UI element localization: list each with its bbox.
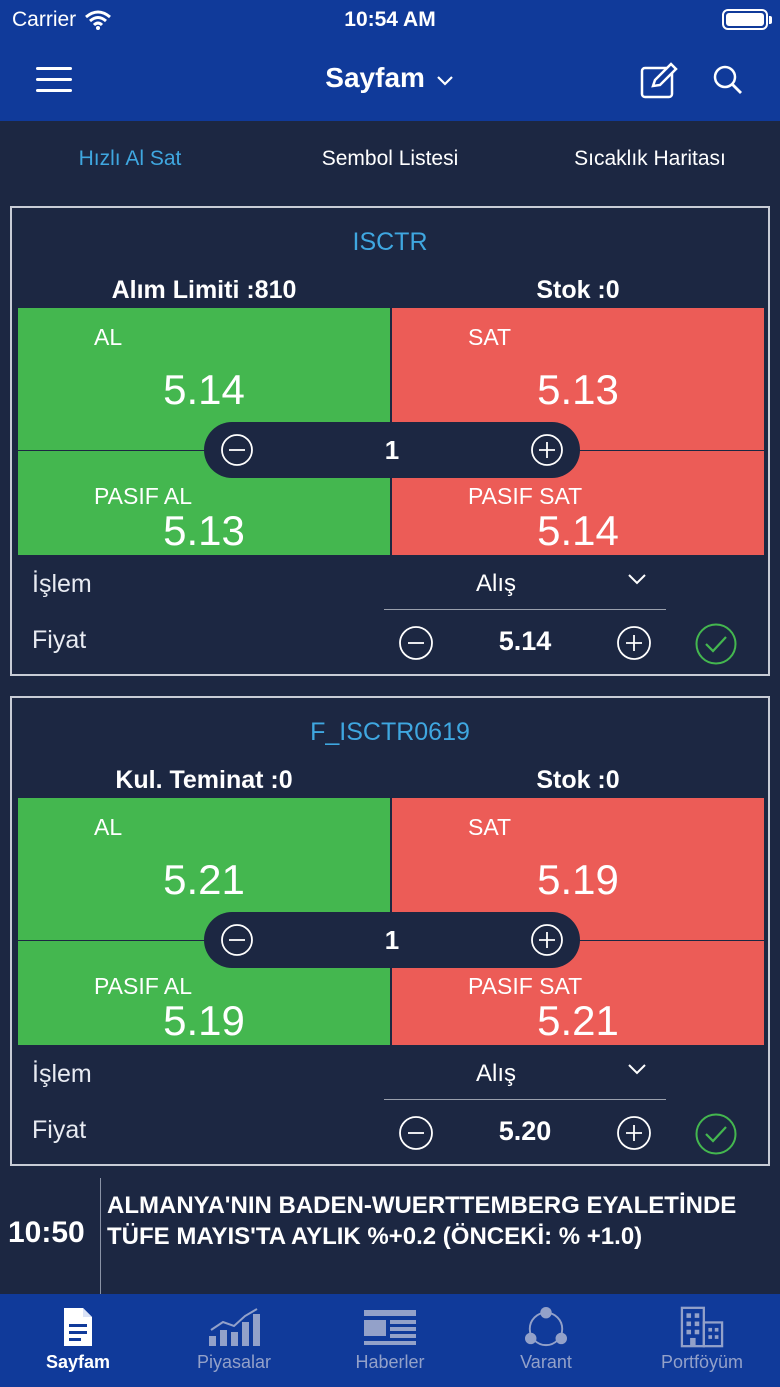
stock-label: Stok :0 xyxy=(536,276,620,304)
tab-sembol-listesi[interactable]: Sembol Listesi xyxy=(321,147,459,170)
collateral-label: Kul. Teminat :0 xyxy=(115,766,293,794)
newspaper-icon xyxy=(364,1310,416,1345)
bar-chart-icon xyxy=(209,1308,260,1346)
al-label: AL xyxy=(94,814,123,840)
islem-row: İşlem Alış xyxy=(12,1048,768,1102)
quantity-value[interactable]: 1 xyxy=(384,435,400,465)
fiyat-row: Fiyat 5.20 xyxy=(12,1104,768,1158)
bottom-tab-bar: Sayfam Piyasalar Haberler Va xyxy=(0,1294,780,1387)
minus-circle-icon[interactable] xyxy=(220,923,254,957)
sat-button[interactable]: SAT 5.13 xyxy=(392,308,764,450)
battery-icon xyxy=(722,9,772,30)
network-icon xyxy=(525,1306,567,1347)
tabbar-item-haberler[interactable]: Haberler xyxy=(312,1294,468,1387)
hamburger-menu-icon[interactable] xyxy=(36,67,72,93)
tabbar-item-varant[interactable]: Varant xyxy=(468,1294,624,1387)
tabbar-item-sayfam[interactable]: Sayfam xyxy=(0,1294,156,1387)
tabbar-label: Haberler xyxy=(355,1352,425,1372)
fiyat-label: Fiyat xyxy=(32,1116,87,1144)
tabbar-label: Sayfam xyxy=(45,1352,111,1372)
pasif-sat-label: PASIF SAT xyxy=(468,973,583,999)
pasif-al-label: PASIF AL xyxy=(94,483,193,509)
pasif-sat-price: 5.21 xyxy=(537,997,619,1044)
buildings-icon xyxy=(680,1306,724,1348)
pasif-sat-price: 5.14 xyxy=(537,507,619,554)
minus-circle-icon[interactable] xyxy=(398,1115,434,1151)
minus-circle-icon[interactable] xyxy=(220,433,254,467)
search-icon[interactable] xyxy=(712,64,744,96)
news-divider xyxy=(100,1178,101,1294)
chevron-down-icon xyxy=(436,75,453,86)
news-time: 10:50 xyxy=(8,1216,85,1249)
order-grid: AL 5.14 SAT 5.13 PASIF AL 5.13 PASIF SAT… xyxy=(18,308,764,555)
news-headline: ALMANYA'NIN BADEN-WUERTTEMBERG EYALETİND… xyxy=(107,1192,737,1250)
chevron-down-icon xyxy=(628,1064,646,1075)
tabbar-label: Piyasalar xyxy=(196,1352,272,1372)
page-title-label: Sayfam xyxy=(325,62,425,93)
tabbar-item-piyasalar[interactable]: Piyasalar xyxy=(156,1294,312,1387)
islem-value: Alış xyxy=(475,1060,516,1087)
islem-dropdown[interactable]: Alış xyxy=(384,558,666,610)
al-label: AL xyxy=(94,324,123,350)
trade-card-isctr: ISCTR Alım Limiti :810 Stok :0 AL 5.14 S… xyxy=(10,206,770,676)
stock-label: Stok :0 xyxy=(536,766,620,794)
edit-icon[interactable] xyxy=(639,62,679,100)
confirm-check-icon[interactable] xyxy=(694,1112,738,1156)
header: Carrier 10:54 AM Sayfam xyxy=(0,0,780,121)
sat-label: SAT xyxy=(468,814,512,840)
sat-price: 5.19 xyxy=(537,856,619,903)
confirm-check-icon[interactable] xyxy=(694,622,738,666)
chevron-down-icon xyxy=(628,574,646,585)
fiyat-input[interactable]: 5.14 xyxy=(498,626,552,656)
pasif-sat-label: PASIF SAT xyxy=(468,483,583,509)
minus-circle-icon[interactable] xyxy=(398,625,434,661)
tab-sicaklik-haritasi[interactable]: Sıcaklık Haritası xyxy=(574,147,726,170)
quantity-value[interactable]: 1 xyxy=(384,925,400,955)
symbol-label[interactable]: ISCTR xyxy=(352,228,428,256)
status-bar: Carrier 10:54 AM xyxy=(0,0,780,40)
sat-price: 5.13 xyxy=(537,366,619,413)
symbol-label[interactable]: F_ISCTR0619 xyxy=(310,718,470,746)
islem-dropdown[interactable]: Alış xyxy=(384,1048,666,1100)
fiyat-row: Fiyat 5.14 xyxy=(12,614,768,668)
islem-row: İşlem Alış xyxy=(12,558,768,612)
al-price: 5.14 xyxy=(163,366,245,413)
pasif-al-price: 5.19 xyxy=(163,997,245,1044)
quantity-stepper: 1 xyxy=(204,422,580,478)
carrier: Carrier xyxy=(12,8,112,32)
pasif-al-price: 5.13 xyxy=(163,507,245,554)
sat-label: SAT xyxy=(468,324,512,350)
al-price: 5.21 xyxy=(163,856,245,903)
carrier-label: Carrier xyxy=(12,8,77,31)
fiyat-label: Fiyat xyxy=(32,626,87,654)
tabbar-label: Varant xyxy=(520,1352,572,1372)
news-ticker[interactable]: 10:50 ALMANYA'NIN BADEN-WUERTTEMBERG EYA… xyxy=(0,1176,780,1294)
tabbar-label: Portföyüm xyxy=(660,1352,744,1372)
islem-label: İşlem xyxy=(32,1060,92,1088)
buy-limit: Alım Limiti :810 xyxy=(111,276,297,304)
pasif-al-label: PASIF AL xyxy=(94,973,193,999)
navigation-bar: Sayfam xyxy=(0,40,780,121)
plus-circle-icon[interactable] xyxy=(616,625,652,661)
tab-hizli-al-sat[interactable]: Hızlı Al Sat xyxy=(78,147,182,170)
islem-value: Alış xyxy=(475,570,516,597)
trade-card-f-isctr0619: F_ISCTR0619 Kul. Teminat :0 Stok :0 AL 5… xyxy=(10,696,770,1166)
quantity-stepper: 1 xyxy=(204,912,580,968)
plus-circle-icon[interactable] xyxy=(616,1115,652,1151)
wifi-icon xyxy=(85,10,112,30)
islem-label: İşlem xyxy=(32,570,92,598)
status-time: 10:54 AM xyxy=(344,8,436,31)
page-title[interactable]: Sayfam xyxy=(0,62,780,94)
top-tabs: Hızlı Al Sat Sembol Listesi Sıcaklık Har… xyxy=(0,121,780,197)
document-icon xyxy=(64,1308,92,1346)
tabbar-item-portfoyum[interactable]: Portföyüm xyxy=(624,1294,780,1387)
plus-circle-icon[interactable] xyxy=(530,923,564,957)
order-grid: AL 5.21 SAT 5.19 PASIF AL 5.19 PASIF SAT… xyxy=(18,798,764,1045)
fiyat-input[interactable]: 5.20 xyxy=(498,1116,552,1146)
plus-circle-icon[interactable] xyxy=(530,433,564,467)
